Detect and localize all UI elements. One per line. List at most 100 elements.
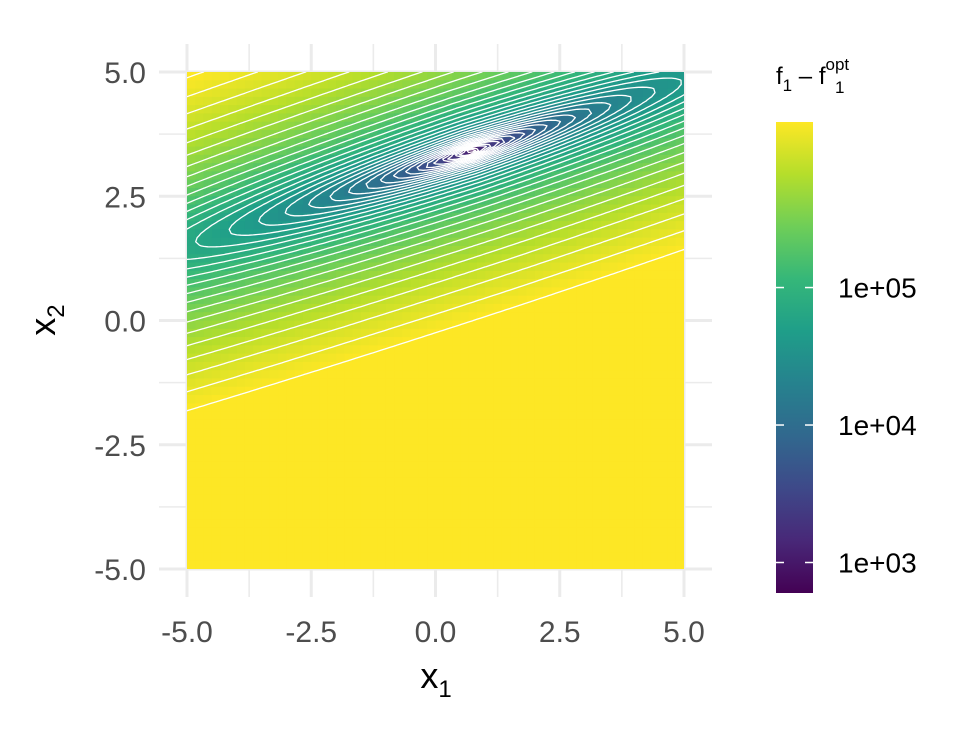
heatmap-cell xyxy=(369,221,379,230)
heatmap-cell xyxy=(518,345,528,355)
heatmap-cell xyxy=(642,129,652,139)
heatmap-cell xyxy=(642,187,652,197)
heatmap-cell xyxy=(626,171,635,181)
heatmap-cell xyxy=(278,171,287,181)
heatmap-cell xyxy=(592,245,602,255)
heatmap-cell xyxy=(360,428,370,438)
heatmap-cell xyxy=(460,419,470,429)
heatmap-cell xyxy=(452,196,461,206)
heatmap-cell xyxy=(476,204,486,214)
heatmap-cell xyxy=(311,511,321,520)
heatmap-cell xyxy=(510,196,519,206)
heatmap-cell xyxy=(518,245,528,255)
heatmap-cell xyxy=(642,270,652,280)
heatmap-cell xyxy=(650,320,660,330)
heatmap-cell xyxy=(609,154,619,164)
heatmap-cell xyxy=(460,179,470,189)
heatmap-cell xyxy=(377,453,387,462)
heatmap-cell xyxy=(352,544,362,554)
heatmap-cell xyxy=(294,519,304,529)
heatmap-cell xyxy=(327,287,337,297)
heatmap-cell xyxy=(584,287,594,297)
heatmap-cell xyxy=(344,254,354,264)
contour-line xyxy=(187,72,684,347)
heatmap-cell xyxy=(203,121,213,131)
heatmap-cell xyxy=(410,436,420,446)
heatmap-cell xyxy=(626,519,635,529)
heatmap-cell xyxy=(501,212,511,222)
heatmap-cell xyxy=(385,544,395,554)
heatmap-cell xyxy=(278,519,287,529)
heatmap-cell xyxy=(385,337,395,346)
heatmap-cell xyxy=(543,461,553,471)
heatmap-cell xyxy=(443,245,453,255)
heatmap-cell xyxy=(327,444,337,454)
heatmap-cell xyxy=(377,544,387,554)
heatmap-cell xyxy=(369,395,379,404)
heatmap-cell xyxy=(675,221,684,230)
heatmap-cell xyxy=(336,345,345,355)
heatmap-cell xyxy=(344,560,354,569)
heatmap-cell xyxy=(228,80,238,90)
heatmap-cell xyxy=(327,477,337,487)
heatmap-cell xyxy=(534,486,544,496)
heatmap-cell xyxy=(195,187,205,197)
heatmap-cell xyxy=(642,469,652,479)
heatmap-cell xyxy=(195,378,205,388)
heatmap-cell xyxy=(203,337,213,346)
heatmap-cell xyxy=(427,378,437,388)
heatmap-cell xyxy=(360,444,370,454)
heatmap-cell xyxy=(311,96,321,106)
heatmap-cell xyxy=(360,237,370,247)
heatmap-cell xyxy=(211,121,221,131)
heatmap-cell xyxy=(244,378,254,388)
heatmap-cell xyxy=(642,411,652,421)
heatmap-cell xyxy=(609,270,619,280)
heatmap-cell xyxy=(435,494,445,504)
heatmap-cell xyxy=(518,270,528,280)
heatmap-cell xyxy=(526,544,536,554)
heatmap-cell xyxy=(501,96,511,106)
heatmap-cell xyxy=(592,279,602,288)
heatmap-cell xyxy=(327,204,337,214)
heatmap-cell xyxy=(402,461,412,471)
heatmap-cell xyxy=(526,96,536,106)
heatmap-cell xyxy=(195,328,205,338)
heatmap-cell xyxy=(667,237,677,247)
heatmap-cell xyxy=(601,204,611,214)
heatmap-cell xyxy=(236,519,246,529)
heatmap-cell xyxy=(319,502,329,512)
heatmap-cell xyxy=(626,353,635,363)
heatmap-cell xyxy=(443,461,453,471)
heatmap-cell xyxy=(452,560,461,569)
heatmap-cell xyxy=(187,494,196,504)
heatmap-cell xyxy=(642,337,652,346)
heatmap-cell xyxy=(269,444,279,454)
heatmap-cell xyxy=(592,303,602,313)
heatmap-cell xyxy=(518,395,528,404)
heatmap-cell xyxy=(675,370,684,380)
heatmap-cell xyxy=(485,121,495,131)
heatmap-cell xyxy=(642,204,652,214)
heatmap-cell xyxy=(236,428,246,438)
heatmap-cell xyxy=(642,196,652,206)
heatmap-cell xyxy=(609,262,619,272)
heatmap-cell xyxy=(543,395,553,404)
heatmap-cell xyxy=(609,519,619,529)
heatmap-cell xyxy=(551,187,561,197)
heatmap-cell xyxy=(443,295,453,305)
heatmap-cell xyxy=(559,229,569,239)
heatmap-cell xyxy=(518,353,528,363)
heatmap-cell xyxy=(344,88,354,98)
heatmap-cell xyxy=(501,295,511,305)
heatmap-cell xyxy=(187,138,196,148)
heatmap-cell xyxy=(278,469,287,479)
heatmap-cell xyxy=(195,552,205,562)
heatmap-cell xyxy=(294,486,304,496)
heatmap-cell xyxy=(236,328,246,338)
y-axis-ticks: -5.0-2.50.02.55.0 xyxy=(94,57,146,587)
heatmap-cell xyxy=(601,212,611,222)
heatmap-cell xyxy=(278,345,287,355)
heatmap-cell xyxy=(460,254,470,264)
heatmap-cell xyxy=(344,212,354,222)
